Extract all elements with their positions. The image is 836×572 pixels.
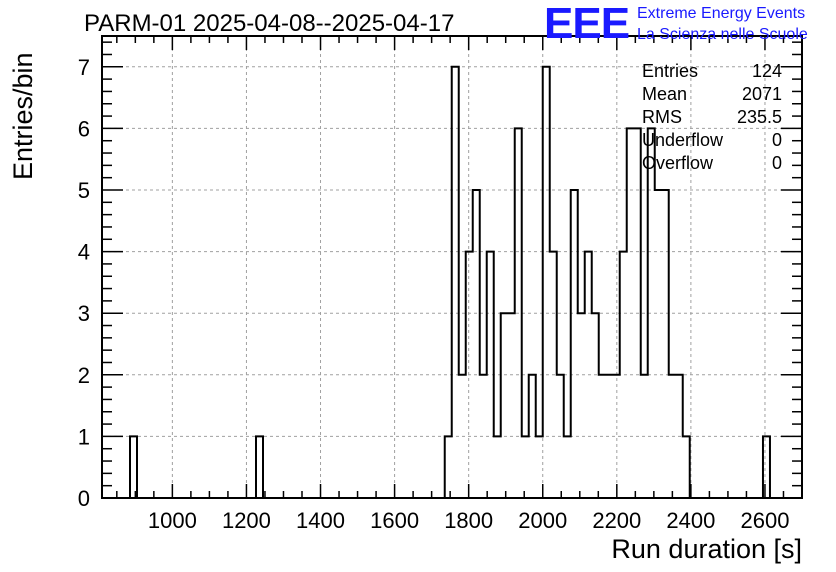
histogram-bin bbox=[763, 436, 770, 498]
stat-label: Underflow bbox=[642, 130, 724, 150]
histogram-bin bbox=[473, 190, 480, 498]
x-tick-label: 1200 bbox=[222, 508, 271, 533]
y-tick-label: 7 bbox=[78, 55, 90, 80]
x-tick-label: 1000 bbox=[148, 508, 197, 533]
x-tick-label: 1600 bbox=[370, 508, 419, 533]
x-tick-label: 2200 bbox=[592, 508, 641, 533]
histogram-bin bbox=[683, 436, 690, 498]
histogram-bin bbox=[662, 190, 669, 498]
y-tick-label: 3 bbox=[78, 301, 90, 326]
axis-ticks bbox=[102, 36, 803, 499]
x-tick-label: 1400 bbox=[296, 508, 345, 533]
histogram-bin bbox=[592, 313, 599, 498]
stat-value: 0 bbox=[771, 130, 782, 150]
histogram-bin bbox=[452, 67, 459, 498]
stats-row: Underflow 0 bbox=[642, 129, 782, 152]
y-tick-label: 1 bbox=[78, 424, 90, 449]
y-tick-label: 0 bbox=[78, 486, 90, 511]
stat-value: 235.5 bbox=[736, 107, 782, 127]
histogram-outline bbox=[129, 65, 771, 498]
histogram-bin bbox=[571, 190, 578, 498]
plot-frame bbox=[101, 35, 803, 499]
y-tick-label: 2 bbox=[78, 363, 90, 388]
stat-value: 2071 bbox=[741, 84, 782, 104]
stat-value: 0 bbox=[771, 153, 782, 173]
stats-row: RMS 235.5 bbox=[642, 106, 782, 129]
histogram-bin bbox=[655, 190, 662, 498]
histogram-bin bbox=[578, 313, 585, 498]
axis-tick-labels: 1000 1200 1400 1600 1800 2000 2200 2400 26000123… bbox=[78, 55, 790, 533]
logo-line-1: Extreme Energy Events bbox=[637, 5, 806, 22]
histogram-bin bbox=[508, 313, 515, 498]
x-axis-label: Run duration [s] bbox=[611, 534, 802, 564]
histogram-bin bbox=[445, 436, 452, 498]
x-tick-label: 2600 bbox=[740, 508, 789, 533]
y-axis-label: Entries/bin bbox=[8, 52, 38, 180]
stat-label: Overflow bbox=[642, 153, 714, 173]
y-tick-label: 5 bbox=[78, 178, 90, 203]
histogram-bin bbox=[494, 436, 501, 498]
histogram-bin bbox=[536, 436, 543, 498]
y-tick-label: 6 bbox=[78, 116, 90, 141]
x-tick-label: 2000 bbox=[518, 508, 567, 533]
stat-label: Entries bbox=[642, 61, 699, 81]
stat-label: RMS bbox=[642, 107, 682, 127]
stat-value: 124 bbox=[751, 61, 782, 81]
histogram-bin bbox=[130, 436, 137, 498]
stats-row: Mean 2071 bbox=[642, 83, 782, 106]
stats-row: Overflow 0 bbox=[642, 152, 782, 175]
logo-caption: Extreme Energy Events La Scienza nelle S… bbox=[637, 3, 808, 45]
histogram-bin bbox=[564, 436, 571, 498]
y-tick-label: 4 bbox=[78, 240, 90, 265]
logo-line-2: La Scienza nelle Scuole bbox=[637, 26, 808, 43]
histogram-bin bbox=[501, 313, 508, 498]
histogram-bin bbox=[256, 436, 263, 498]
stat-label: Mean bbox=[642, 84, 688, 104]
x-tick-label: 2400 bbox=[666, 508, 715, 533]
chart-title: PARM-01 2025-04-08--2025-04-17 bbox=[84, 10, 455, 37]
stats-row: Entries 124 bbox=[642, 60, 782, 83]
histogram-bin bbox=[522, 436, 529, 498]
eee-logo: EEE bbox=[544, 0, 630, 48]
histogram-bin bbox=[543, 67, 550, 498]
x-tick-label: 1800 bbox=[444, 508, 493, 533]
stats-box: Entries 124 Mean 2071 RMS 235.5 Underflow 0 … bbox=[642, 60, 782, 175]
